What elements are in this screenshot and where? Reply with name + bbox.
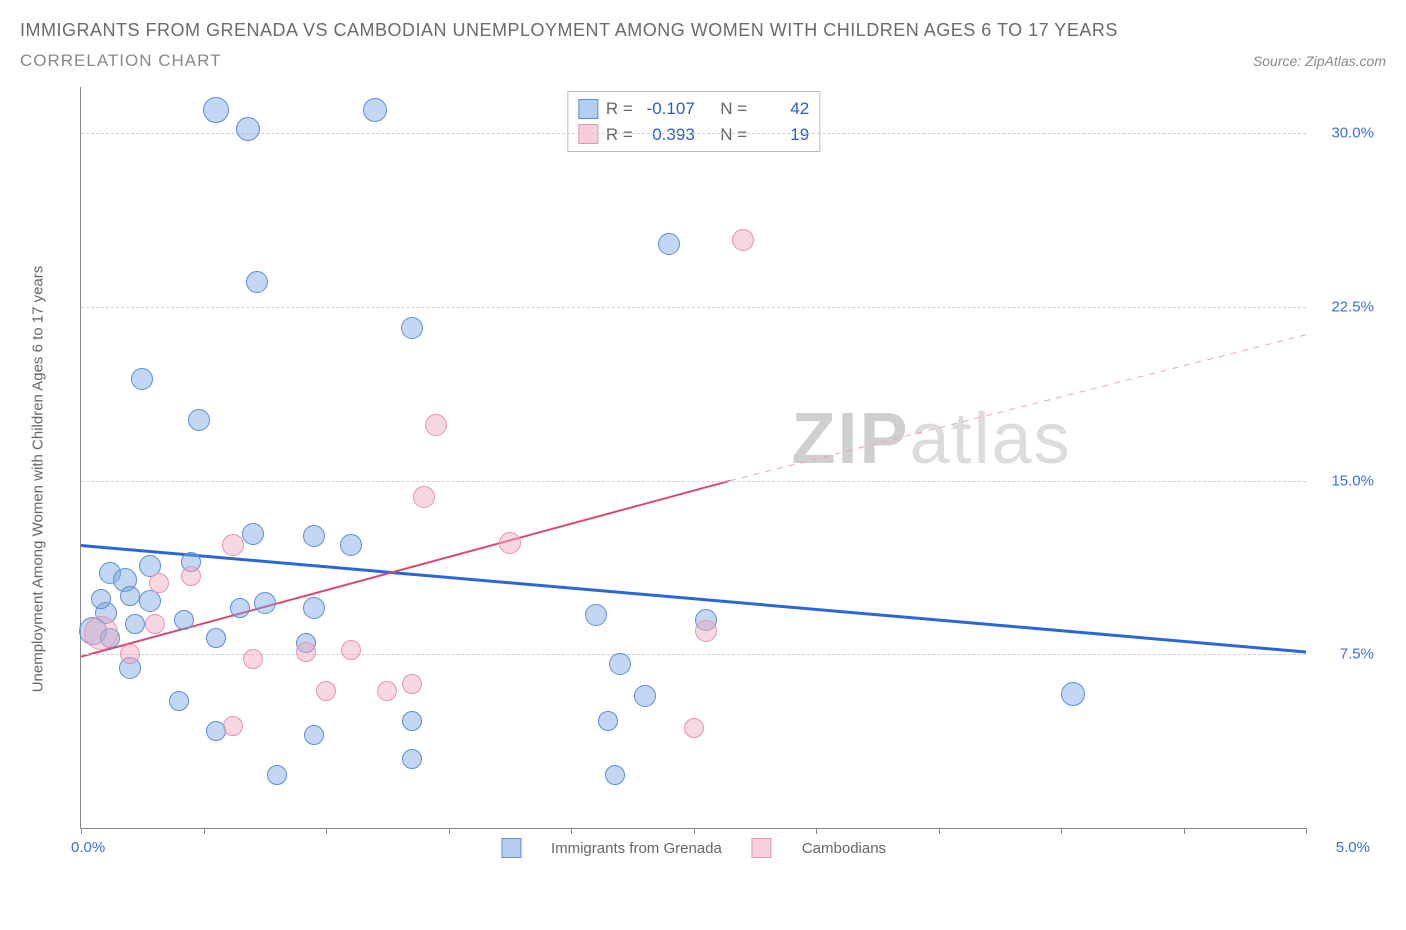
data-point-grenada: [585, 604, 607, 626]
data-point-cambodian: [84, 616, 118, 650]
page-title: IMMIGRANTS FROM GRENADA VS CAMBODIAN UNE…: [20, 20, 1386, 41]
x-tick: [326, 828, 327, 834]
x-tick: [204, 828, 205, 834]
x-tick: [449, 828, 450, 834]
data-point-grenada: [254, 592, 276, 614]
stat-n-blue: 42: [755, 96, 809, 122]
trend-lines: [81, 87, 1306, 828]
legend-swatch-blue-icon: [501, 838, 521, 858]
y-tick-label: 30.0%: [1331, 125, 1374, 142]
source-credit: Source: ZipAtlas.com: [1253, 53, 1386, 69]
data-point-grenada: [188, 409, 210, 431]
x-tick: [1306, 828, 1307, 834]
swatch-blue-icon: [578, 99, 598, 119]
x-tick: [694, 828, 695, 834]
y-tick-label: 15.0%: [1331, 472, 1374, 489]
data-point-grenada: [246, 271, 268, 293]
watermark-light: atlas: [910, 399, 1072, 479]
data-point-grenada: [125, 614, 145, 634]
data-point-grenada: [1061, 682, 1085, 706]
subtitle-row: CORRELATION CHART Source: ZipAtlas.com: [20, 51, 1386, 71]
legend-swatch-pink-icon: [752, 838, 772, 858]
data-point-cambodian: [684, 718, 704, 738]
data-point-grenada: [402, 711, 422, 731]
data-point-grenada: [139, 590, 161, 612]
data-point-cambodian: [377, 681, 397, 701]
chart-area: Unemployment Among Women with Children A…: [20, 79, 1386, 879]
data-point-grenada: [236, 117, 260, 141]
stat-r-label: R =: [606, 96, 633, 122]
data-point-grenada: [605, 765, 625, 785]
data-point-cambodian: [145, 614, 165, 634]
stat-r-blue: -0.107: [641, 96, 695, 122]
data-point-grenada: [304, 725, 324, 745]
legend-label-pink: Cambodians: [802, 840, 886, 857]
x-tick: [939, 828, 940, 834]
data-point-cambodian: [120, 644, 140, 664]
data-point-grenada: [658, 233, 680, 255]
data-point-grenada: [267, 765, 287, 785]
data-point-grenada: [120, 586, 140, 606]
data-point-grenada: [363, 98, 387, 122]
data-point-grenada: [131, 368, 153, 390]
data-point-cambodian: [316, 681, 336, 701]
data-point-grenada: [598, 711, 618, 731]
y-tick-label: 7.5%: [1340, 646, 1374, 663]
data-point-cambodian: [732, 229, 754, 251]
x-tick: [81, 828, 82, 834]
data-point-cambodian: [695, 620, 717, 642]
data-point-grenada: [242, 523, 264, 545]
x-tick: [571, 828, 572, 834]
data-point-grenada: [402, 749, 422, 769]
data-point-cambodian: [222, 534, 244, 556]
watermark: ZIPatlas: [792, 398, 1072, 480]
data-point-cambodian: [243, 649, 263, 669]
data-point-cambodian: [296, 642, 316, 662]
gridline: [81, 654, 1306, 655]
gridline: [81, 133, 1306, 134]
gridline: [81, 481, 1306, 482]
stat-n-label: N =: [720, 96, 747, 122]
data-point-grenada: [303, 525, 325, 547]
x-tick-label-min: 0.0%: [71, 839, 105, 856]
x-tick: [1061, 828, 1062, 834]
legend: Immigrants from Grenada Cambodians: [501, 838, 886, 858]
data-point-grenada: [203, 97, 229, 123]
data-point-cambodian: [402, 674, 422, 694]
data-point-cambodian: [149, 573, 169, 593]
data-point-grenada: [206, 628, 226, 648]
data-point-cambodian: [223, 716, 243, 736]
x-tick-label-max: 5.0%: [1336, 839, 1370, 856]
data-point-cambodian: [181, 566, 201, 586]
chart-subtitle: CORRELATION CHART: [20, 51, 222, 71]
data-point-grenada: [303, 597, 325, 619]
y-axis-label: Unemployment Among Women with Children A…: [30, 266, 47, 693]
data-point-grenada: [230, 598, 250, 618]
data-point-grenada: [174, 610, 194, 630]
gridline: [81, 307, 1306, 308]
x-tick: [1184, 828, 1185, 834]
data-point-grenada: [634, 685, 656, 707]
x-tick: [816, 828, 817, 834]
data-point-cambodian: [413, 486, 435, 508]
legend-label-blue: Immigrants from Grenada: [551, 840, 722, 857]
data-point-cambodian: [499, 532, 521, 554]
data-point-grenada: [340, 534, 362, 556]
stats-row-blue: R = -0.107 N = 42: [578, 96, 809, 122]
plot-region: ZIPatlas R = -0.107 N = 42 R = 0.393 N =: [80, 87, 1306, 829]
data-point-grenada: [91, 589, 111, 609]
watermark-bold: ZIP: [792, 399, 910, 479]
data-point-cambodian: [341, 640, 361, 660]
data-point-cambodian: [425, 414, 447, 436]
data-point-grenada: [169, 691, 189, 711]
data-point-grenada: [609, 653, 631, 675]
data-point-grenada: [401, 317, 423, 339]
y-tick-label: 22.5%: [1331, 298, 1374, 315]
correlation-stats-box: R = -0.107 N = 42 R = 0.393 N = 19: [567, 91, 820, 152]
